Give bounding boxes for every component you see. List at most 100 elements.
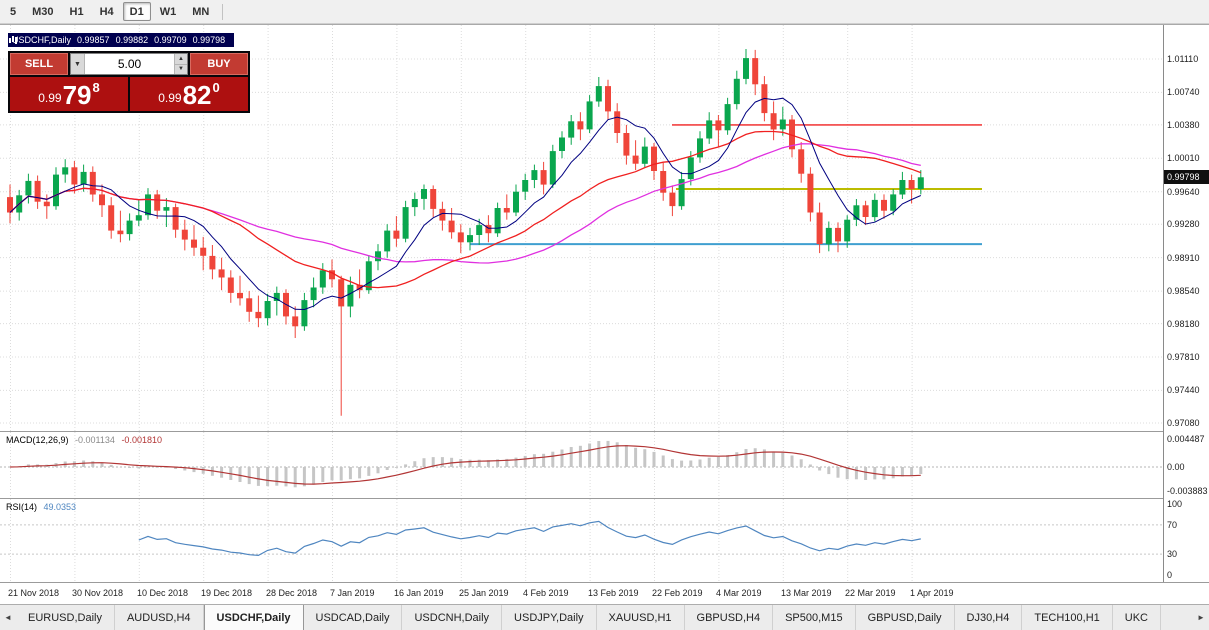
- chart-icon: [9, 36, 17, 44]
- date-axis-label: 10 Dec 2018: [137, 588, 189, 598]
- price-axis-label: 0.97080: [1167, 418, 1200, 428]
- price-axis-label: 1.00010: [1167, 153, 1200, 163]
- price-axis-label: 0.97440: [1167, 385, 1200, 395]
- rsi-axis-label: 70: [1167, 520, 1178, 530]
- chart-title-bar: USDCHF,Daily 0.99857 0.99882 0.99709 0.9…: [8, 33, 235, 47]
- macd-value-signal: -0.001810: [121, 435, 162, 445]
- timeframe-button-w1[interactable]: W1: [159, 5, 177, 18]
- ohlc-open: 0.99857: [77, 35, 110, 45]
- tab-audusd-h4[interactable]: AUDUSD,H4: [115, 605, 204, 630]
- volume-spinner: ▲ ▼: [174, 54, 187, 74]
- volume-dropdown-icon[interactable]: ▼: [71, 54, 85, 74]
- ohlc-low: 0.99709: [154, 35, 187, 45]
- volume-increase-button[interactable]: ▲: [175, 54, 187, 65]
- sell-price-prefix: 0.99: [38, 91, 62, 105]
- current-price-badge: 0.99798: [1164, 170, 1209, 184]
- price-axis-label: 1.00380: [1167, 120, 1200, 130]
- date-axis-label: 4 Mar 2019: [716, 588, 762, 598]
- timeframe-button-d1[interactable]: D1: [122, 2, 151, 21]
- timeframe-button-m30[interactable]: M30: [32, 5, 54, 18]
- buy-price-pip: 0: [212, 80, 220, 95]
- tab-ukc[interactable]: UKC: [1113, 605, 1161, 630]
- tab-scroll-left-icon[interactable]: ◄: [4, 613, 12, 622]
- tab-gbpusd-daily[interactable]: GBPUSD,Daily: [856, 605, 955, 630]
- one-click-trading-panel: SELL ▼ ▲ ▼ BUY 0.99 79 8 0: [8, 51, 250, 113]
- chart-tab-bar: ◄ EURUSD,Daily AUDUSD,H4 USDCHF,Daily USDCA…: [0, 604, 1209, 630]
- tab-usdcnh-daily[interactable]: USDCNH,Daily: [402, 605, 503, 630]
- buy-price-main: 82: [182, 80, 212, 110]
- chart-symbol-period: USDCHF,Daily: [12, 35, 72, 45]
- macd-panel-canvas[interactable]: [0, 432, 1163, 498]
- grid-horizontal-lines: [0, 58, 1163, 424]
- tab-gbpusd-h4[interactable]: GBPUSD,H4: [685, 605, 774, 630]
- date-axis-label: 21 Nov 2018: [8, 588, 60, 598]
- tab-strip: EURUSD,Daily AUDUSD,H4 USDCHF,Daily USDCAD,…: [16, 605, 1193, 630]
- rsi-axis-label: 0: [1167, 570, 1173, 580]
- ma-fast-line: [9, 97, 921, 311]
- rsi-label: RSI(14): [6, 502, 38, 512]
- candles-layer: [7, 49, 924, 416]
- panel-splitter[interactable]: [0, 498, 1209, 499]
- price-axis-label: 0.98540: [1167, 286, 1200, 296]
- date-axis-label: 22 Mar 2019: [845, 588, 896, 598]
- rsi-value: 49.0353: [43, 502, 77, 512]
- sell-price-pip: 8: [92, 80, 100, 95]
- rsi-panel-canvas[interactable]: [0, 499, 1163, 582]
- rsi-indicator-header: RSI(14) 49.0353: [6, 502, 80, 512]
- macd-axis-label: 0.004487: [1167, 434, 1205, 444]
- price-axis[interactable]: 0.99798 1.01110 1.00740 1.00380 1.00010 0.99…: [1163, 25, 1209, 582]
- tab-sp500-m15[interactable]: SP500,M15: [773, 605, 856, 630]
- tab-eurusd-daily[interactable]: EURUSD,Daily: [16, 605, 115, 630]
- sell-price-main: 79: [62, 80, 92, 110]
- sell-button[interactable]: SELL: [10, 53, 68, 75]
- date-axis-label: 22 Feb 2019: [652, 588, 703, 598]
- date-axis-label: 13 Feb 2019: [588, 588, 639, 598]
- panel-splitter: [0, 582, 1209, 583]
- ohlc-close: 0.99798: [192, 35, 226, 45]
- macd-signal-line: [9, 445, 921, 485]
- buy-price-display[interactable]: 0.99 82 0: [130, 77, 248, 111]
- tab-usdchf-daily[interactable]: USDCHF,Daily: [203, 605, 304, 630]
- timeframe-button-h1[interactable]: H1: [69, 5, 84, 18]
- macd-axis-label: -0.003883: [1167, 486, 1208, 496]
- date-axis[interactable]: 21 Nov 2018 30 Nov 2018 10 Dec 2018 19 Dec …: [0, 583, 1209, 605]
- ma-mid-line: [9, 130, 922, 289]
- chart-area: 0.99798 1.01110 1.00740 1.00380 1.00010 0.99…: [0, 24, 1209, 605]
- tab-usdjpy-daily[interactable]: USDJPY,Daily: [502, 605, 597, 630]
- timeframe-button-h4[interactable]: H4: [99, 5, 114, 18]
- tab-usdcad-daily[interactable]: USDCAD,Daily: [304, 605, 403, 630]
- rsi-axis-label: 100: [1167, 499, 1183, 509]
- price-axis-label: 0.98180: [1167, 319, 1200, 329]
- ohlc-high: 0.99882: [115, 35, 149, 45]
- toolbar-separator: [222, 3, 224, 20]
- macd-axis-label: 0.00: [1167, 462, 1185, 472]
- volume-decrease-button[interactable]: ▼: [175, 64, 187, 74]
- macd-indicator-header: MACD(12,26,9) -0.001134 -0.001810: [6, 435, 166, 445]
- price-axis-label: 1.01110: [1167, 54, 1199, 64]
- volume-input[interactable]: [85, 54, 174, 74]
- tab-tech100-h1[interactable]: TECH100,H1: [1022, 605, 1113, 630]
- price-axis-label: 0.98910: [1167, 253, 1200, 263]
- timeframe-button-mn[interactable]: MN: [192, 5, 210, 18]
- date-axis-label: 28 Dec 2018: [266, 588, 318, 598]
- timeframe-button-5[interactable]: 5: [10, 5, 17, 18]
- rsi-axis-label: 30: [1167, 549, 1178, 559]
- date-axis-label: 13 Mar 2019: [781, 588, 832, 598]
- panel-splitter[interactable]: [0, 431, 1209, 432]
- buy-button[interactable]: BUY: [190, 53, 248, 75]
- rsi-level-lines: [0, 524, 1163, 555]
- tab-xauusd-h1[interactable]: XAUUSD,H1: [597, 605, 685, 630]
- macd-histogram: [17, 440, 923, 488]
- tab-dj30-h4[interactable]: DJ30,H4: [955, 605, 1023, 630]
- macd-label: MACD(12,26,9): [6, 435, 69, 445]
- date-axis-label: 30 Nov 2018: [72, 588, 124, 598]
- buy-price-prefix: 0.99: [158, 91, 182, 105]
- rsi-line: [138, 520, 921, 557]
- sell-price-display[interactable]: 0.99 79 8: [10, 77, 128, 111]
- timeframe-toolbar: 5 M30 H1 H4 D1 W1 MN: [0, 0, 1209, 24]
- date-axis-label: 16 Jan 2019: [394, 588, 444, 598]
- date-axis-label: 7 Jan 2019: [330, 588, 375, 598]
- main-chart-canvas[interactable]: [0, 25, 1163, 431]
- tab-scroll-right-icon[interactable]: ►: [1197, 613, 1205, 622]
